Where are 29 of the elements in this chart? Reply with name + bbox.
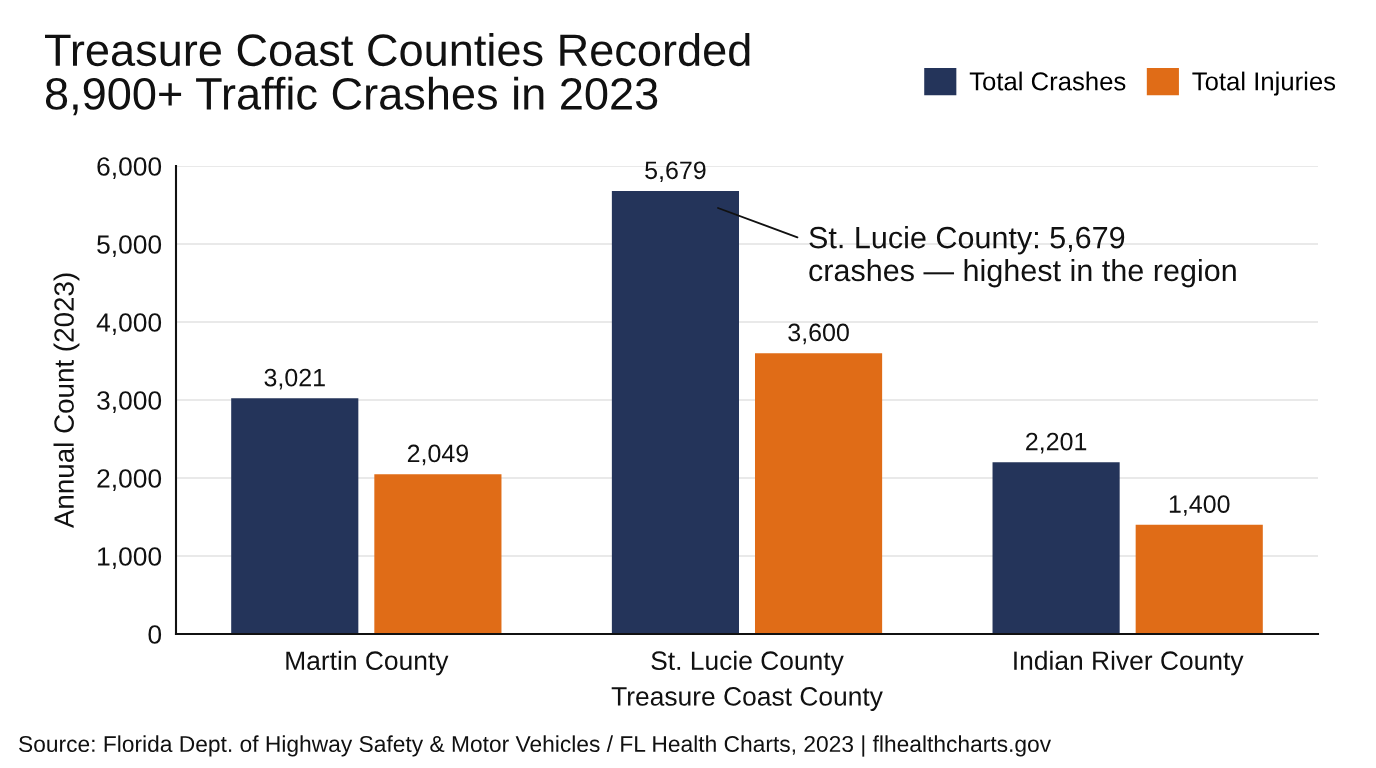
data-label: 3,600 — [788, 323, 849, 345]
x-tick-label: Martin County — [286, 650, 449, 676]
data-label: 2,201 — [1026, 432, 1087, 454]
bar — [754, 353, 883, 634]
y-tick-label: 1,000 — [98, 547, 162, 569]
annotation: St. Lucie County: 5,679 crashes — highest in the region — [809, 226, 1236, 288]
data-label: 5,679 — [645, 161, 706, 183]
x-tick-label: Indian River County — [1014, 650, 1244, 676]
y-tick-label: 4,000 — [96, 313, 162, 335]
y-tick-label: 0 — [148, 625, 162, 644]
data-label: 1,400 — [1169, 495, 1230, 516]
bar — [611, 191, 740, 634]
bar — [374, 474, 502, 634]
bar — [231, 398, 359, 634]
x-axis-title: Treasure Coast County — [611, 687, 883, 711]
chart-title: Treasure Coast Counties Recorded 8,900+ Traffic Crashes in 2023 — [45, 33, 750, 116]
y-axis-title: Annual Count (2023) — [53, 273, 80, 529]
source-note: Source: Florida Dept. of Highway Safety & Motor Vehicles / FL Health Charts, 2023 | flhealthcharts.gov — [19, 735, 1052, 757]
data-label: 2,049 — [407, 444, 468, 466]
y-tick-label: 6,000 — [97, 157, 162, 179]
bar — [992, 462, 1120, 634]
y-tick-label: 3,000 — [97, 391, 162, 413]
legend-label: Total Injuries — [1192, 71, 1336, 96]
legend-label: Total Crashes — [969, 71, 1126, 91]
data-label: 3,021 — [264, 368, 325, 390]
x-tick-label: St. Lucie County — [651, 650, 844, 676]
y-tick-label: 2,000 — [97, 469, 162, 491]
bar — [1135, 524, 1263, 634]
y-tick-label: 5,000 — [97, 235, 162, 257]
